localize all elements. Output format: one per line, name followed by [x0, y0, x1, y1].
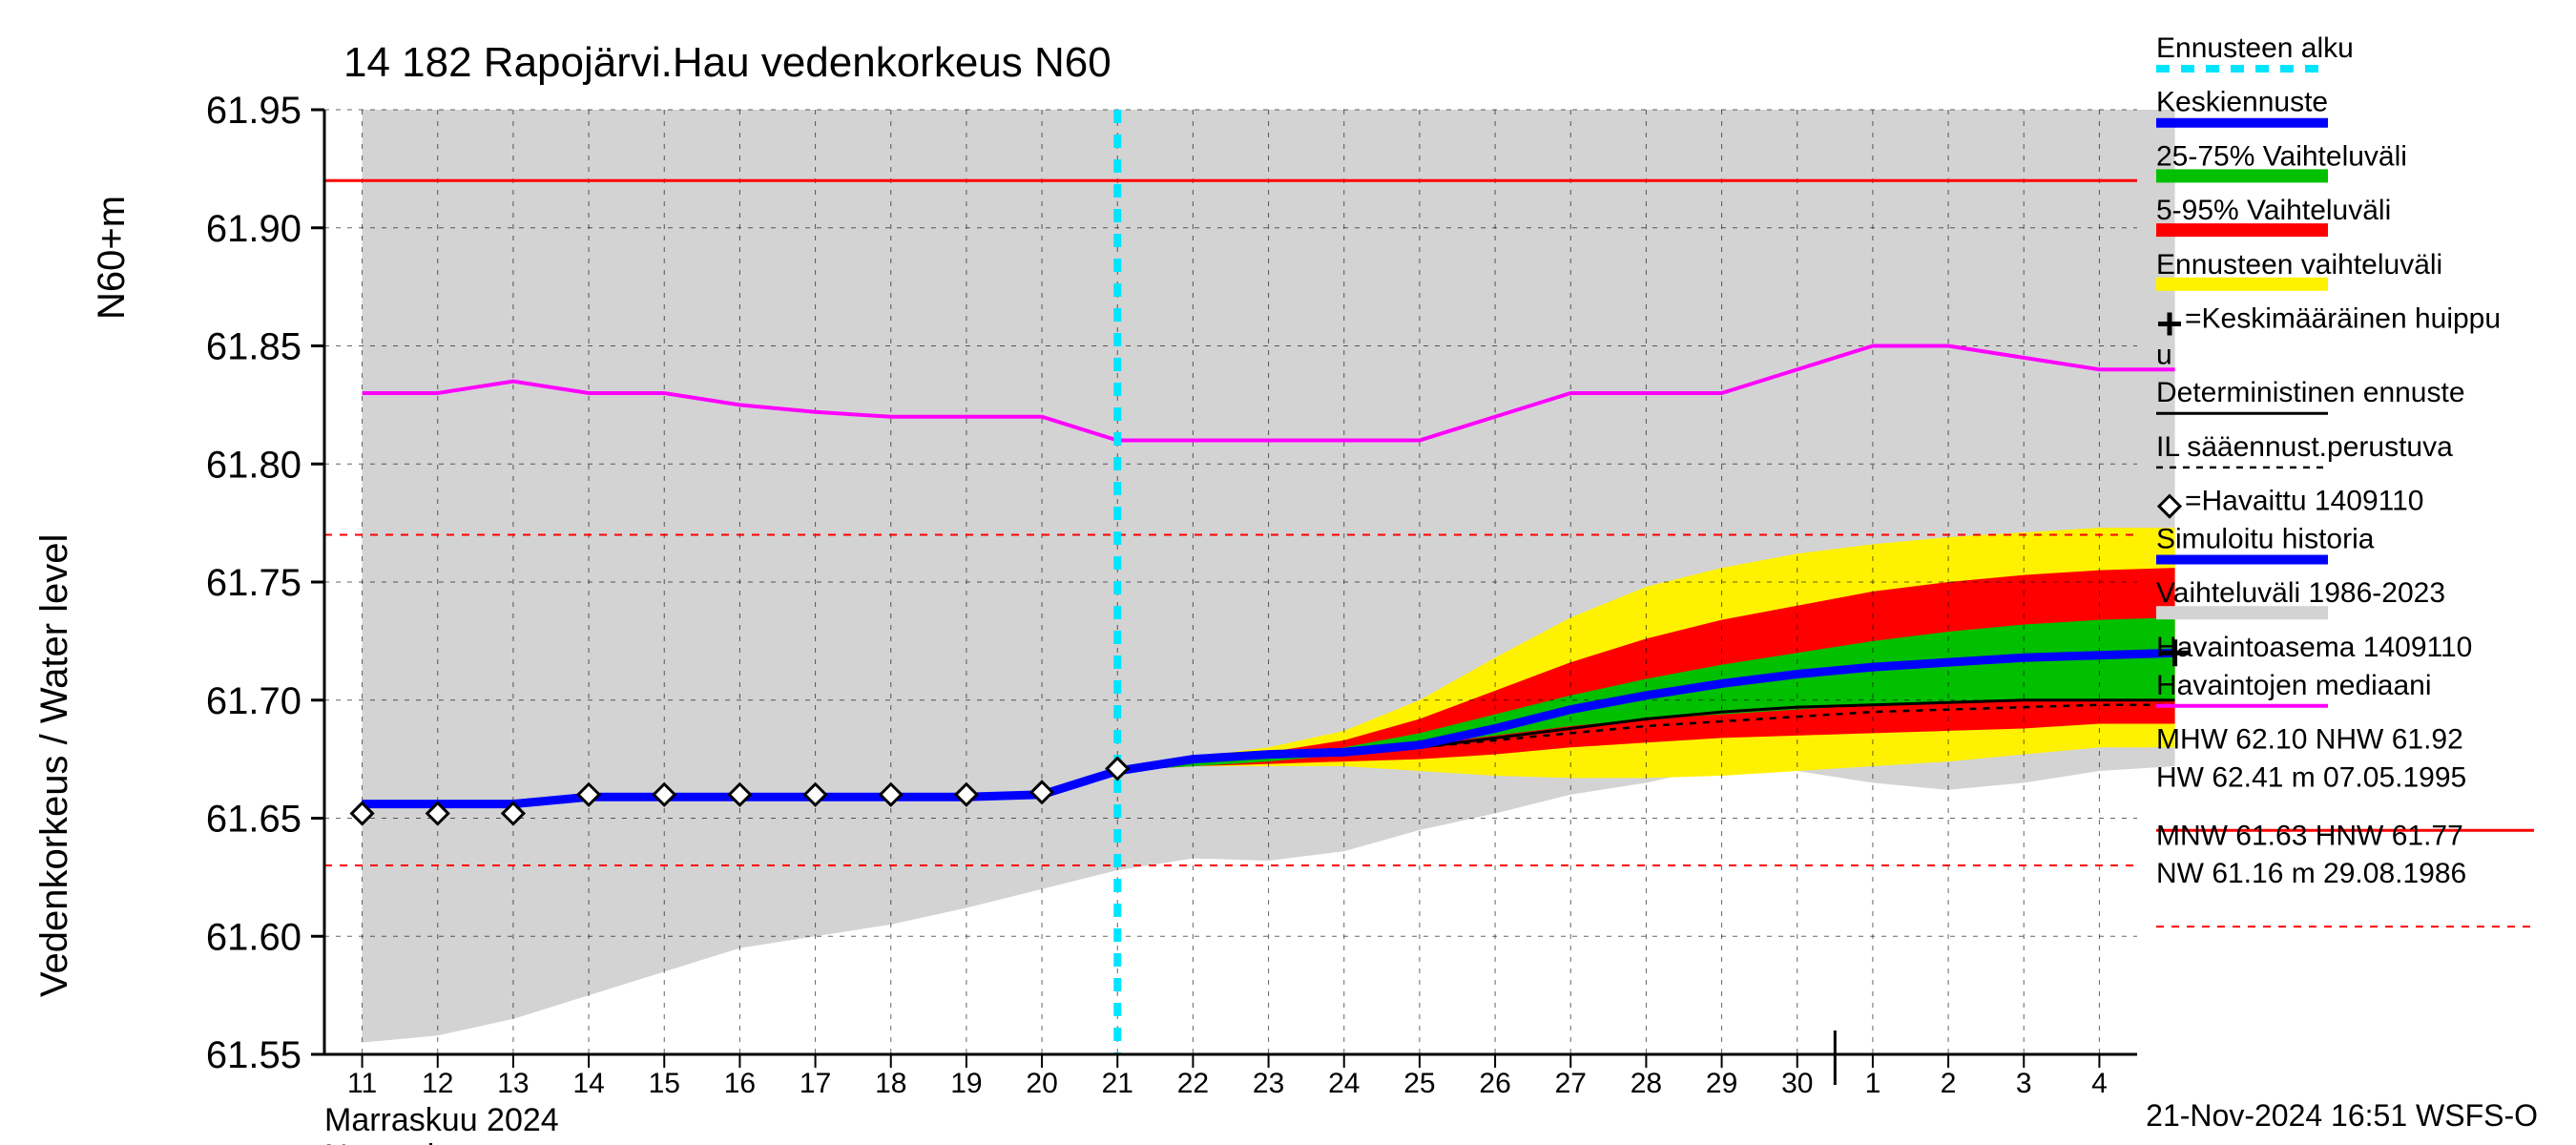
y-tick-label: 61.75: [206, 562, 301, 604]
x-tick-label: 14: [572, 1068, 604, 1099]
legend-label: IL sääennust.perustuva: [2156, 431, 2453, 463]
x-tick-label: 20: [1026, 1068, 1057, 1099]
x-tick-label: 11: [347, 1068, 377, 1099]
legend-label: 25-75% Vaihteluväli: [2156, 140, 2407, 172]
chart-title: 14 182 Rapojärvi.Hau vedenkorkeus N60: [343, 39, 1111, 86]
x-tick-label: 4: [2091, 1068, 2108, 1099]
x-tick-label: 29: [1706, 1068, 1737, 1099]
legend-label: =Keskimääräinen huippu: [2185, 303, 2501, 335]
legend-label: MHW 62.10 NHW 61.92: [2156, 724, 2463, 756]
legend-label: MNW 61.63 HNW 61.77: [2156, 820, 2463, 851]
x-tick-label: 30: [1781, 1068, 1813, 1099]
legend-label: =Havaittu 1409110: [2185, 486, 2423, 517]
x-tick-label: 22: [1177, 1068, 1209, 1099]
legend-label: Havaintojen mediaani: [2156, 670, 2432, 701]
x-tick-label: 23: [1253, 1068, 1284, 1099]
x-tick-label: 24: [1328, 1068, 1360, 1099]
x-tick-label: 19: [950, 1068, 982, 1099]
y-tick-label: 61.70: [206, 680, 301, 722]
x-tick-label: 3: [2016, 1068, 2032, 1099]
legend-label: Keskiennuste: [2156, 87, 2328, 118]
svg-text:u: u: [2156, 339, 2172, 370]
y-tick-label: 61.95: [206, 90, 301, 132]
water-level-chart: 61.55 61.60 61.65 61.70 61.75 61.80 61.85 61.90…: [0, 0, 2576, 1145]
x-tick-label: 27: [1555, 1068, 1587, 1099]
x-tick-label: 26: [1479, 1068, 1510, 1099]
x-tick-label: 2: [1941, 1068, 1957, 1099]
legend-label: NW 61.16 m 29.08.1986: [2156, 858, 2466, 889]
x-tick-label: 16: [724, 1068, 756, 1099]
legend-label: Ennusteen alku: [2156, 32, 2354, 64]
x-tick-label: 15: [649, 1068, 680, 1099]
legend-label: Havaintoasema 1409110: [2156, 632, 2472, 663]
x-tick-label: 28: [1631, 1068, 1662, 1099]
timestamp: 21-Nov-2024 16:51 WSFS-O: [2146, 1098, 2538, 1133]
x-tick-label: 18: [875, 1068, 906, 1099]
x-tick-label: 17: [800, 1068, 831, 1099]
x-month-en: November: [324, 1138, 474, 1145]
x-tick-label: 25: [1403, 1068, 1435, 1099]
x-tick-label: 1: [1865, 1068, 1881, 1099]
y-axis-label-2: N60+m: [91, 196, 133, 320]
x-tick-label: 21: [1102, 1068, 1133, 1099]
legend-label: Deterministinen ennuste: [2156, 377, 2465, 408]
legend-label: 5-95% Vaihteluväli: [2156, 195, 2391, 226]
y-tick-label: 61.65: [206, 799, 301, 841]
y-tick-label: 61.60: [206, 916, 301, 958]
y-axis-label-1: Vedenkorkeus / Water level: [33, 534, 75, 997]
legend-label: Vaihteluväli 1986-2023: [2156, 577, 2445, 609]
x-tick-label: 12: [422, 1068, 453, 1099]
y-tick-label: 61.80: [206, 444, 301, 486]
x-month-fi: Marraskuu 2024: [324, 1102, 559, 1138]
legend-label: Simuloitu historia: [2156, 524, 2375, 555]
y-tick-label: 61.90: [206, 208, 301, 250]
y-tick-label: 61.55: [206, 1034, 301, 1076]
legend-label: Ennusteen vaihteluväli: [2156, 249, 2442, 281]
y-tick-label: 61.85: [206, 326, 301, 368]
x-tick-label: 13: [497, 1068, 529, 1099]
legend-label: HW 62.41 m 07.05.1995: [2156, 761, 2466, 793]
